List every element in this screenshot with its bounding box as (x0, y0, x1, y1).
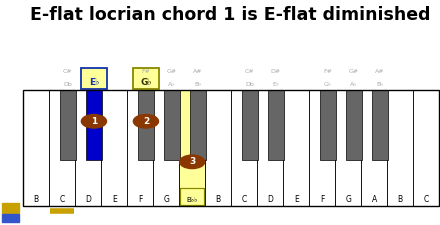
Text: D#: D# (271, 69, 281, 74)
Bar (387, 90, 413, 206)
Text: C#: C# (245, 69, 255, 74)
Text: G#: G# (167, 69, 177, 74)
Text: E♭: E♭ (89, 78, 99, 87)
Text: B: B (33, 195, 39, 204)
Text: G#: G# (349, 69, 359, 74)
Bar (23, 90, 439, 206)
Bar (205, 90, 231, 206)
Circle shape (180, 155, 205, 169)
FancyBboxPatch shape (81, 68, 107, 89)
Bar (127, 90, 153, 206)
Text: A#: A# (375, 69, 385, 74)
Bar (164, 90, 180, 160)
Bar (2, 202, 19, 213)
Bar (257, 90, 283, 206)
Text: A#: A# (193, 69, 203, 74)
Text: Db: Db (63, 82, 72, 87)
Circle shape (133, 115, 158, 128)
Text: D: D (85, 195, 91, 204)
Text: G♭: G♭ (324, 82, 332, 87)
Bar (86, 90, 102, 160)
Bar (23, 90, 49, 206)
Bar (361, 90, 387, 206)
Text: G♭: G♭ (140, 78, 152, 87)
Text: E: E (112, 195, 117, 204)
Text: B♭: B♭ (194, 82, 202, 87)
Bar (242, 90, 258, 160)
Text: F: F (138, 195, 143, 204)
Bar (346, 90, 362, 160)
Text: 3: 3 (189, 157, 195, 166)
Text: E-flat locrian chord 1 is E-flat diminished: E-flat locrian chord 1 is E-flat diminis… (30, 6, 431, 24)
Text: A♭: A♭ (168, 82, 176, 87)
Text: C: C (242, 195, 247, 204)
Bar (179, 90, 205, 206)
Text: C: C (424, 195, 429, 204)
Text: Db: Db (246, 82, 254, 87)
Bar (2, 214, 19, 222)
Text: F: F (320, 195, 324, 204)
FancyBboxPatch shape (133, 68, 159, 89)
Bar (335, 90, 361, 206)
Text: basicmusictheory.com: basicmusictheory.com (8, 88, 13, 137)
Circle shape (81, 115, 106, 128)
Bar (413, 90, 439, 206)
Bar (60, 90, 76, 160)
Text: B♭♭: B♭♭ (187, 197, 198, 202)
Text: B: B (398, 195, 403, 204)
Text: F#: F# (323, 69, 332, 74)
Bar (372, 90, 388, 160)
Bar (231, 90, 257, 206)
Text: F#: F# (142, 69, 150, 74)
Bar (101, 90, 127, 206)
Bar (49, 90, 75, 206)
Text: C: C (59, 195, 65, 204)
Text: D: D (267, 195, 273, 204)
Text: A: A (371, 195, 377, 204)
Text: C#: C# (63, 69, 73, 74)
Text: B: B (216, 195, 221, 204)
Bar (268, 90, 284, 160)
Bar (153, 90, 179, 206)
Text: 2: 2 (143, 117, 149, 126)
Bar (320, 90, 336, 160)
Text: 1: 1 (91, 117, 97, 126)
Text: A♭: A♭ (350, 82, 358, 87)
Text: B♭: B♭ (376, 82, 384, 87)
Text: E♭: E♭ (272, 82, 279, 87)
Bar (190, 90, 206, 160)
Bar (309, 90, 335, 206)
Bar (75, 90, 101, 206)
Bar (283, 90, 309, 206)
Text: G: G (345, 195, 351, 204)
Bar (138, 90, 154, 160)
Text: G: G (163, 195, 169, 204)
FancyBboxPatch shape (180, 188, 204, 205)
Text: E: E (294, 195, 299, 204)
